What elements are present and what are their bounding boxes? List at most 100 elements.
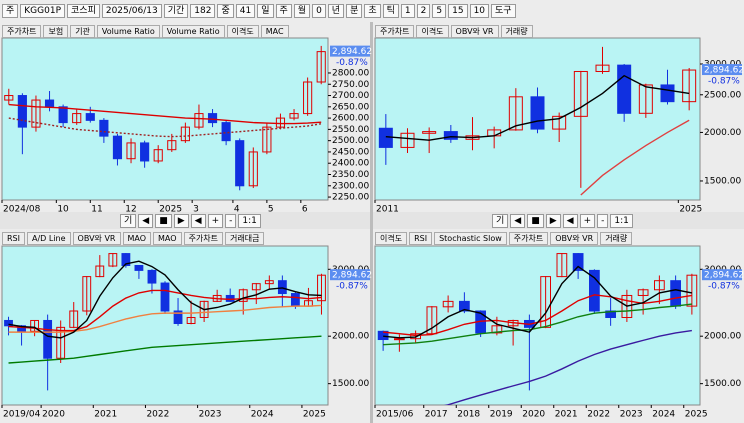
scroll-label[interactable]: 기 <box>120 214 137 228</box>
candle-body <box>186 316 196 324</box>
toolbar-button[interactable]: 월 <box>293 4 311 18</box>
toolbar-button[interactable]: 2 <box>416 4 431 18</box>
candle-body <box>153 149 163 162</box>
y-tick-label: 2000.00 <box>332 332 369 342</box>
tab[interactable]: A/D Line <box>27 232 71 245</box>
scroll-button[interactable]: ◀ <box>138 214 154 228</box>
tab[interactable]: Stochastic Slow <box>434 232 507 245</box>
x-tick-label: 2025 <box>303 410 326 420</box>
candle-body <box>108 253 118 267</box>
tab[interactable]: OBV와 VR <box>550 232 599 245</box>
plot-area <box>1 245 329 406</box>
scroll-button[interactable]: ■ <box>527 214 544 228</box>
candle-body <box>621 294 633 318</box>
scroll-button[interactable]: + <box>207 214 224 228</box>
scroll-button[interactable]: ◀ <box>510 214 526 228</box>
y-tick-label: 2750.00 <box>332 80 369 90</box>
candle-body <box>530 96 545 130</box>
tab[interactable]: 이격도 <box>226 25 259 38</box>
toolbar-button[interactable]: 초 <box>364 4 381 18</box>
toolbar-button[interactable]: 10 <box>469 4 490 18</box>
zoom-label[interactable]: 1:1 <box>238 214 261 228</box>
toolbar-button[interactable]: 1 <box>400 4 415 18</box>
toolbar-button[interactable]: 주 <box>2 4 19 18</box>
tab[interactable]: MAC <box>260 25 289 38</box>
scroll-button[interactable]: + <box>579 214 596 228</box>
toolbar-button[interactable]: 년 <box>327 4 345 18</box>
price-box <box>702 64 742 76</box>
tab[interactable]: 거래대금 <box>225 232 265 245</box>
candle-body <box>17 325 26 332</box>
toolbar-button[interactable]: 중 <box>217 4 234 18</box>
tab[interactable]: 주가차트 <box>2 25 42 38</box>
tab[interactable]: 주가차트 <box>183 232 224 245</box>
toolbar-button[interactable]: KGG01P <box>20 4 66 18</box>
candle-body <box>316 51 326 83</box>
scroll-button[interactable]: ◀ <box>562 214 578 228</box>
scroll-button[interactable]: ■ <box>155 214 172 228</box>
candle-body <box>126 142 136 160</box>
price-label: 2,894.62 <box>704 66 744 76</box>
toolbar-button[interactable]: 분 <box>346 4 363 18</box>
y-tick-label: 2500.00 <box>332 136 369 146</box>
candle-body <box>248 151 258 187</box>
price-box <box>330 269 370 281</box>
scroll-button[interactable]: - <box>597 214 609 228</box>
candle-body <box>552 115 567 130</box>
zoom-label[interactable]: 1:1 <box>610 214 633 228</box>
tab[interactable]: 주가차트 <box>375 25 415 38</box>
tab[interactable]: MAO <box>153 232 182 245</box>
toolbar-button[interactable]: 주 <box>275 4 292 18</box>
toolbar-button[interactable]: 15 <box>448 4 468 18</box>
toolbar-button[interactable]: 5 <box>432 4 447 18</box>
toolbar-button[interactable]: 틱 <box>382 4 399 18</box>
tab[interactable]: 주가차트 <box>508 232 549 245</box>
tab[interactable]: OBV와 VR <box>72 232 121 245</box>
toolbar-button[interactable]: 2025/06/13 <box>101 4 162 18</box>
toolbar-button[interactable]: 0 <box>312 4 326 18</box>
tab[interactable]: RSI <box>409 232 433 245</box>
tab[interactable]: 이격도 <box>375 232 408 245</box>
tab[interactable]: 보험 <box>43 25 69 38</box>
price-label: 2,894.62 <box>332 271 372 281</box>
tab[interactable]: RSI <box>2 232 25 245</box>
change-label: -0.87% <box>336 58 368 68</box>
candle-body <box>31 99 41 128</box>
x-tick-label: 2019/04 <box>3 410 41 420</box>
candle-body <box>251 283 261 291</box>
toolbar-button[interactable]: 일 <box>257 4 274 18</box>
toolbar-button[interactable]: 도구 <box>491 4 516 18</box>
scroll-button[interactable]: ◀ <box>190 214 206 228</box>
toolbar-button[interactable]: 기간 <box>163 4 189 18</box>
toolbar-button[interactable]: 182 <box>190 4 216 18</box>
plot <box>377 253 698 405</box>
toolbar-button[interactable]: 41 <box>235 4 256 18</box>
candle-body <box>289 113 299 119</box>
x-tick-label: 2020 <box>42 410 65 420</box>
x-tick-label: 2022 <box>587 410 610 420</box>
tab[interactable]: Volume Ratio <box>96 25 160 38</box>
toolbar-button[interactable]: 코스피 <box>67 4 100 18</box>
scroll-label[interactable]: 기 <box>492 214 509 228</box>
candle-body <box>422 131 437 134</box>
tab[interactable]: Volume Ratio <box>161 25 225 38</box>
tab[interactable]: 거래량 <box>500 25 533 38</box>
y-tick-label: 2800.00 <box>332 68 369 78</box>
tab[interactable]: 이격도 <box>416 25 449 38</box>
tab[interactable]: 기관 <box>70 25 95 38</box>
candle-body <box>69 310 79 328</box>
candle-body <box>682 69 697 103</box>
tab[interactable]: OBV와 VR <box>450 25 499 38</box>
candle-body <box>58 106 68 124</box>
tab-row: 이격도 RSI Stochastic Slow 주가차트 OBV와 VR 거래량 <box>375 232 633 245</box>
candle-body <box>290 293 300 307</box>
candle-body <box>221 122 231 142</box>
scroll-button[interactable]: ▶ <box>173 214 189 228</box>
ma-line <box>385 74 690 141</box>
tab[interactable]: MAO <box>122 232 152 245</box>
y-tick-label: 2450.00 <box>332 147 369 157</box>
scroll-button[interactable]: ▶ <box>545 214 561 228</box>
scroll-button[interactable]: - <box>225 214 237 228</box>
tab[interactable]: 거래량 <box>600 232 633 245</box>
